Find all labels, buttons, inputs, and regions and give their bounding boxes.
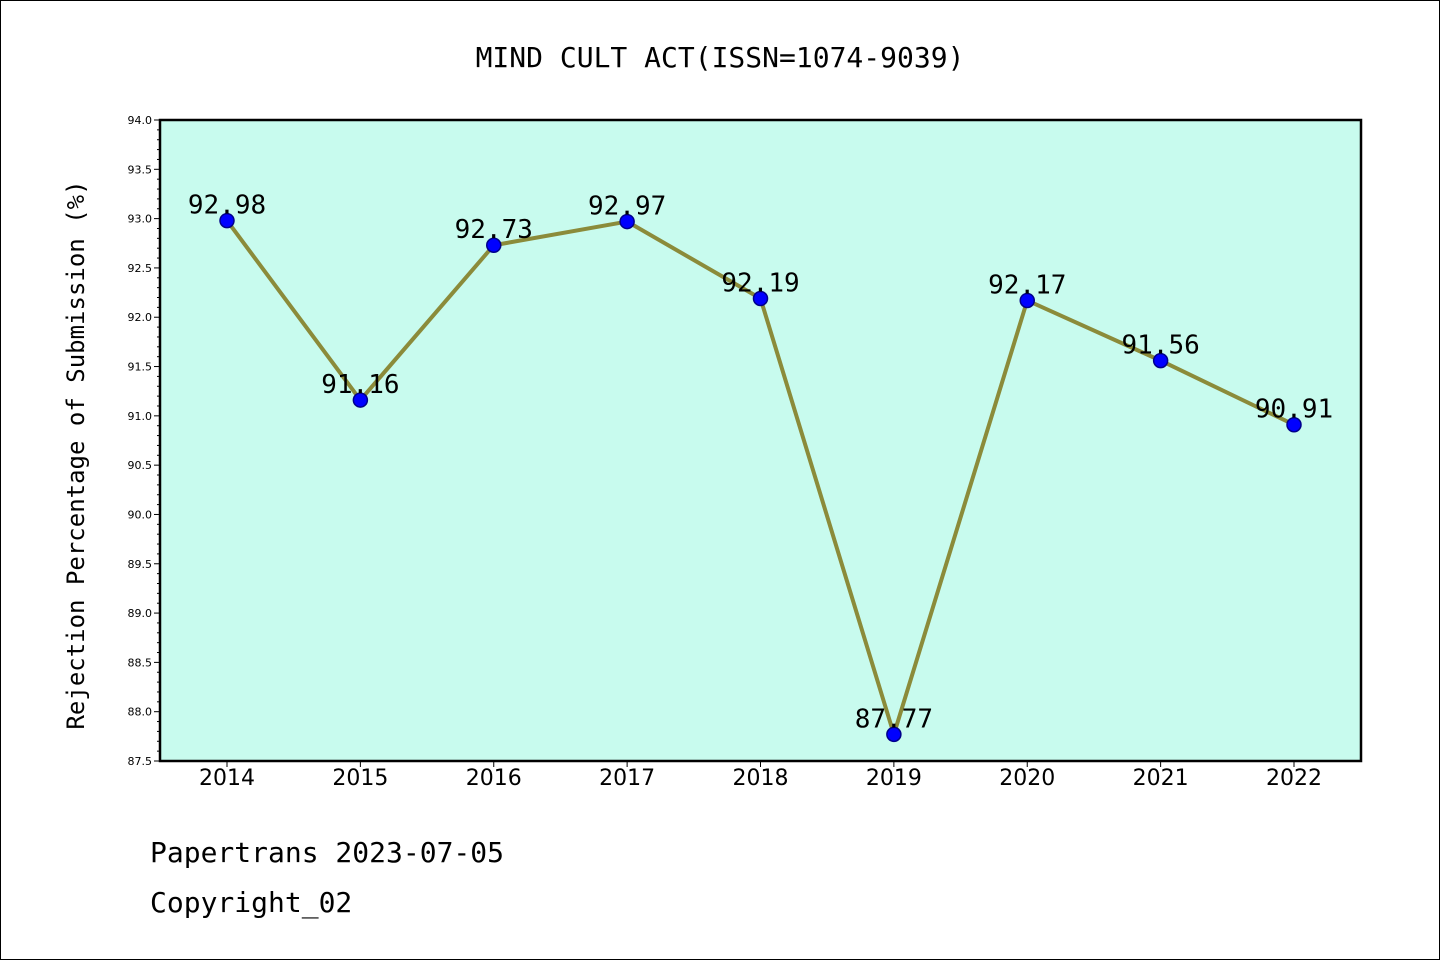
y-tick-label: 92.0 [128,311,153,324]
data-label: 90.91 [1255,395,1333,425]
y-tick-label: 90.0 [128,508,153,521]
x-tick-label: 2015 [332,766,388,791]
data-label: 92.97 [588,192,666,222]
y-axis: 87.5 88.0 88.5 89.0 89.5 90.0 90.5 91.0 91.5 92.0… [128,114,160,768]
data-point [1286,416,1302,433]
y-tick-label: 91.0 [128,410,153,423]
y-tick-label: 89.0 [128,607,153,620]
footer-date: Papertrans 2023-07-05 [150,836,505,869]
x-tick-label: 2022 [1266,766,1322,791]
data-label: 87.77 [855,704,933,734]
y-tick-label: 93.5 [128,163,153,176]
y-tick-label: 90.5 [128,459,153,472]
data-label: 92.17 [988,270,1066,300]
y-tick-label: 88.0 [128,706,153,719]
data-points [219,212,1302,743]
data-point [886,726,902,743]
y-tick-label: 94.0 [128,114,153,127]
y-axis-label: Rejection Percentage of Submission (%) [62,180,90,729]
x-tick-label: 2019 [866,766,922,791]
y-tick-label: 93.0 [128,213,153,226]
data-label: 91.16 [321,370,399,400]
data-point [1019,292,1035,309]
y-tick-label: 89.5 [128,558,153,571]
data-point [352,392,369,408]
x-tick-label: 2016 [466,766,522,791]
x-tick-label: 2020 [999,766,1055,791]
data-label: 92.19 [721,268,799,298]
data-labels: 92.98 91.16 92.73 92.97 92.19 87.77 92.17 91.56… [188,191,1333,735]
data-point [619,213,635,230]
data-point [219,212,235,229]
x-tick-label: 2021 [1133,766,1189,791]
y-tick-label: 91.5 [128,361,153,374]
y-tick-label: 88.5 [128,656,153,669]
y-tick-label: 87.5 [128,755,153,768]
data-label: 92.98 [188,191,266,221]
x-tick-label: 2014 [199,766,255,791]
x-tick-label: 2018 [733,766,789,791]
footer-copyright: Copyright_02 [150,886,353,919]
x-axis: 2014 2015 2016 2017 2018 2019 2020 2021 2022 [199,761,1322,791]
chart-title: MIND CULT ACT(ISSN=1074-9039) [476,41,965,74]
plot-area [158,118,1363,763]
data-point [752,290,769,307]
data-label: 92.73 [455,215,533,245]
data-point [486,237,502,253]
data-point [1152,352,1169,369]
y-tick-label: 92.5 [128,262,153,275]
x-tick-label: 2017 [599,766,655,791]
data-label: 91.56 [1121,331,1199,361]
